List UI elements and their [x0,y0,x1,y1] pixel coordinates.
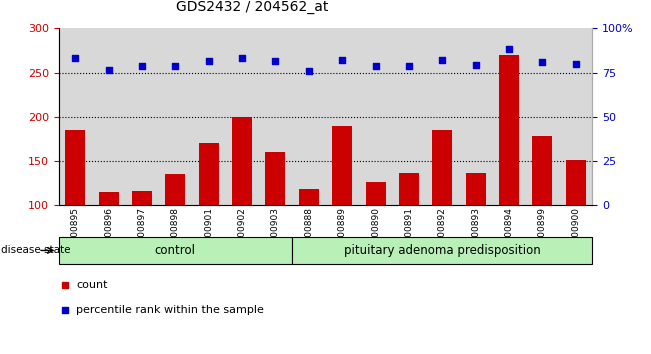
Text: count: count [76,280,107,290]
Point [570,61,581,67]
Bar [266,152,285,205]
Point [337,57,348,63]
Point [370,64,381,69]
Point [437,57,447,63]
Bar [365,182,385,205]
Text: disease state: disease state [1,245,74,256]
Text: GDS2432 / 204562_at: GDS2432 / 204562_at [176,0,328,14]
Point [270,58,281,64]
Bar [432,130,452,205]
Point [237,55,247,61]
Point [303,68,314,74]
FancyBboxPatch shape [292,237,592,264]
Point [70,55,81,61]
Bar [499,55,519,205]
Bar [165,175,186,205]
Bar [399,173,419,205]
Point [204,58,214,64]
Point [537,59,547,65]
Bar [199,143,219,205]
Point [404,64,414,69]
Bar [533,136,552,205]
Text: percentile rank within the sample: percentile rank within the sample [76,305,264,315]
Text: pituitary adenoma predisposition: pituitary adenoma predisposition [344,244,540,257]
FancyBboxPatch shape [59,237,292,264]
Bar [299,189,319,205]
Bar [332,126,352,205]
Point [137,64,147,69]
Bar [232,117,252,205]
Bar [65,130,85,205]
Point [504,46,514,52]
Text: control: control [155,244,196,257]
Point [104,67,114,73]
Point [471,62,481,68]
Bar [132,191,152,205]
Bar [465,172,486,205]
Point [170,64,180,69]
Bar [566,160,586,205]
Bar [99,192,118,205]
